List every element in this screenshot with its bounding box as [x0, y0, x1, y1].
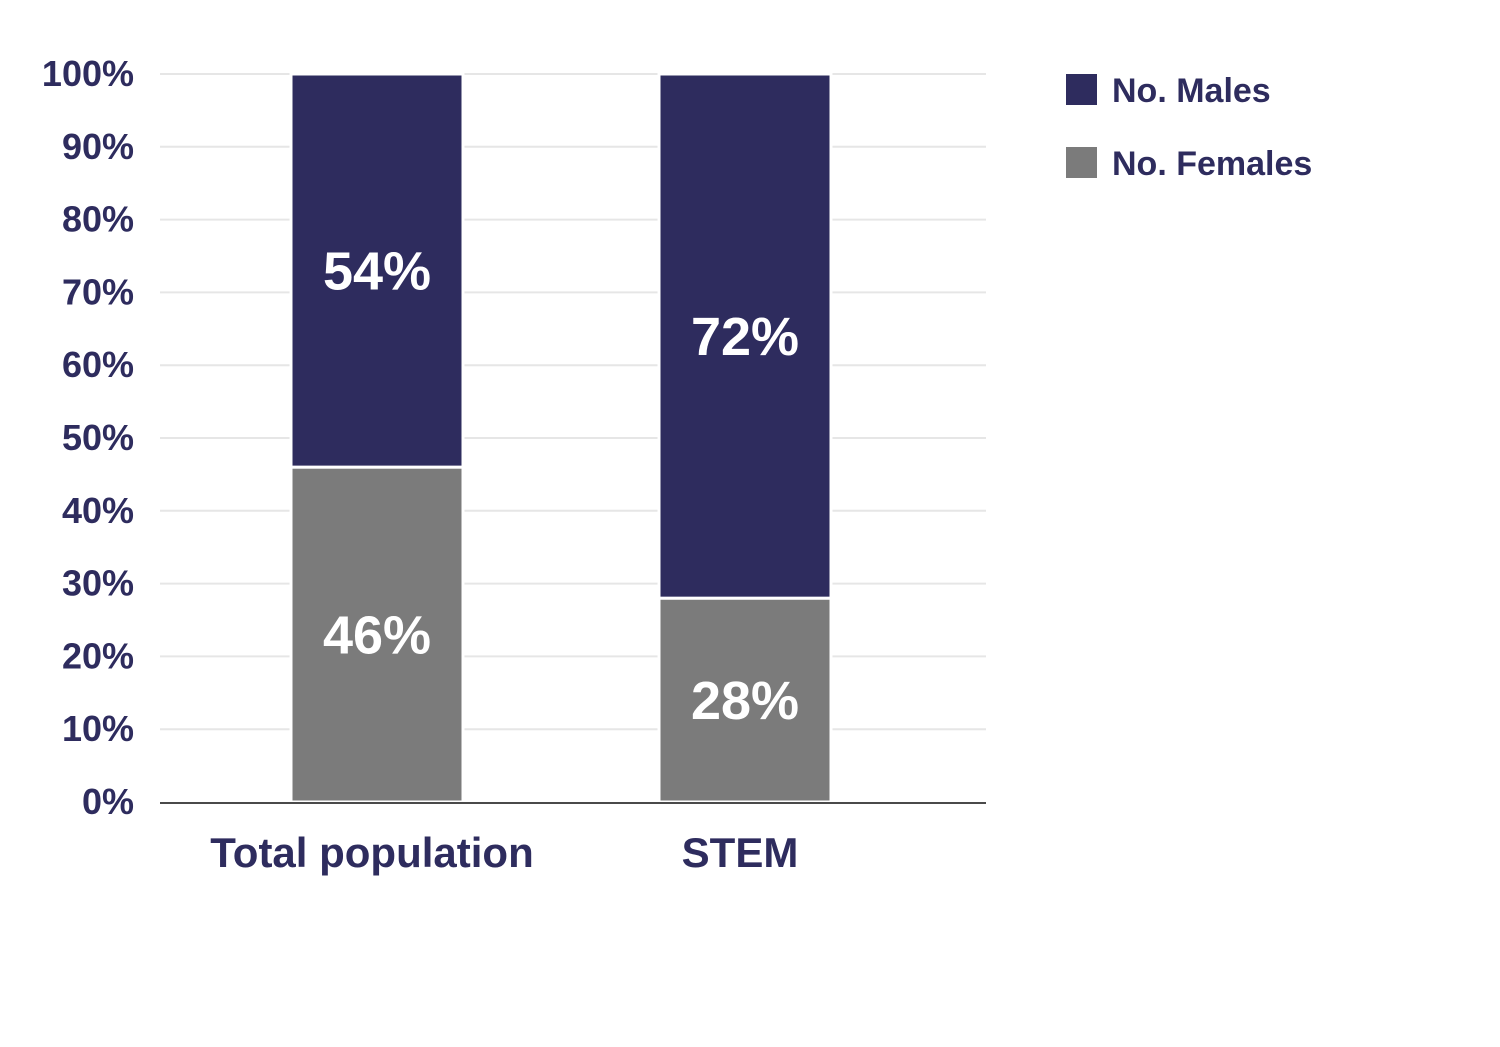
- legend-label: No. Females: [1112, 145, 1312, 183]
- legend-swatch: [1066, 147, 1097, 178]
- y-tick-label: 30%: [62, 563, 134, 604]
- y-tick-label: 100%: [42, 53, 134, 94]
- x-axis-labels: Total population STEM: [210, 829, 798, 876]
- legend-label: No. Males: [1112, 72, 1271, 110]
- y-tick-label: 0%: [82, 781, 134, 822]
- data-label: 46%: [323, 606, 431, 666]
- y-tick-label: 70%: [62, 271, 134, 312]
- bar-segment-no-males: [289, 72, 465, 469]
- data-label: 54%: [323, 242, 431, 302]
- data-label: 72%: [691, 307, 799, 367]
- x-category-label: Total population: [210, 829, 534, 876]
- y-tick-label: 90%: [62, 126, 134, 167]
- y-tick-label: 80%: [62, 199, 134, 240]
- legend-swatch: [1066, 74, 1097, 105]
- data-label: 28%: [691, 671, 799, 731]
- gridlines: [160, 73, 986, 731]
- y-tick-label: 40%: [62, 490, 134, 531]
- y-axis-ticks: 0% 10% 20% 30% 40% 50% 60% 70% 80% 90% 100%: [42, 53, 134, 822]
- bars: 46% 54% 28% 72%: [289, 72, 833, 804]
- y-tick-label: 60%: [62, 344, 134, 385]
- y-tick-label: 50%: [62, 417, 134, 458]
- bar-segment-no-males: [657, 72, 833, 600]
- legend: No. Males No. Females: [1066, 72, 1312, 183]
- x-category-label: STEM: [682, 829, 799, 876]
- y-tick-label: 10%: [62, 708, 134, 749]
- y-tick-label: 20%: [62, 635, 134, 676]
